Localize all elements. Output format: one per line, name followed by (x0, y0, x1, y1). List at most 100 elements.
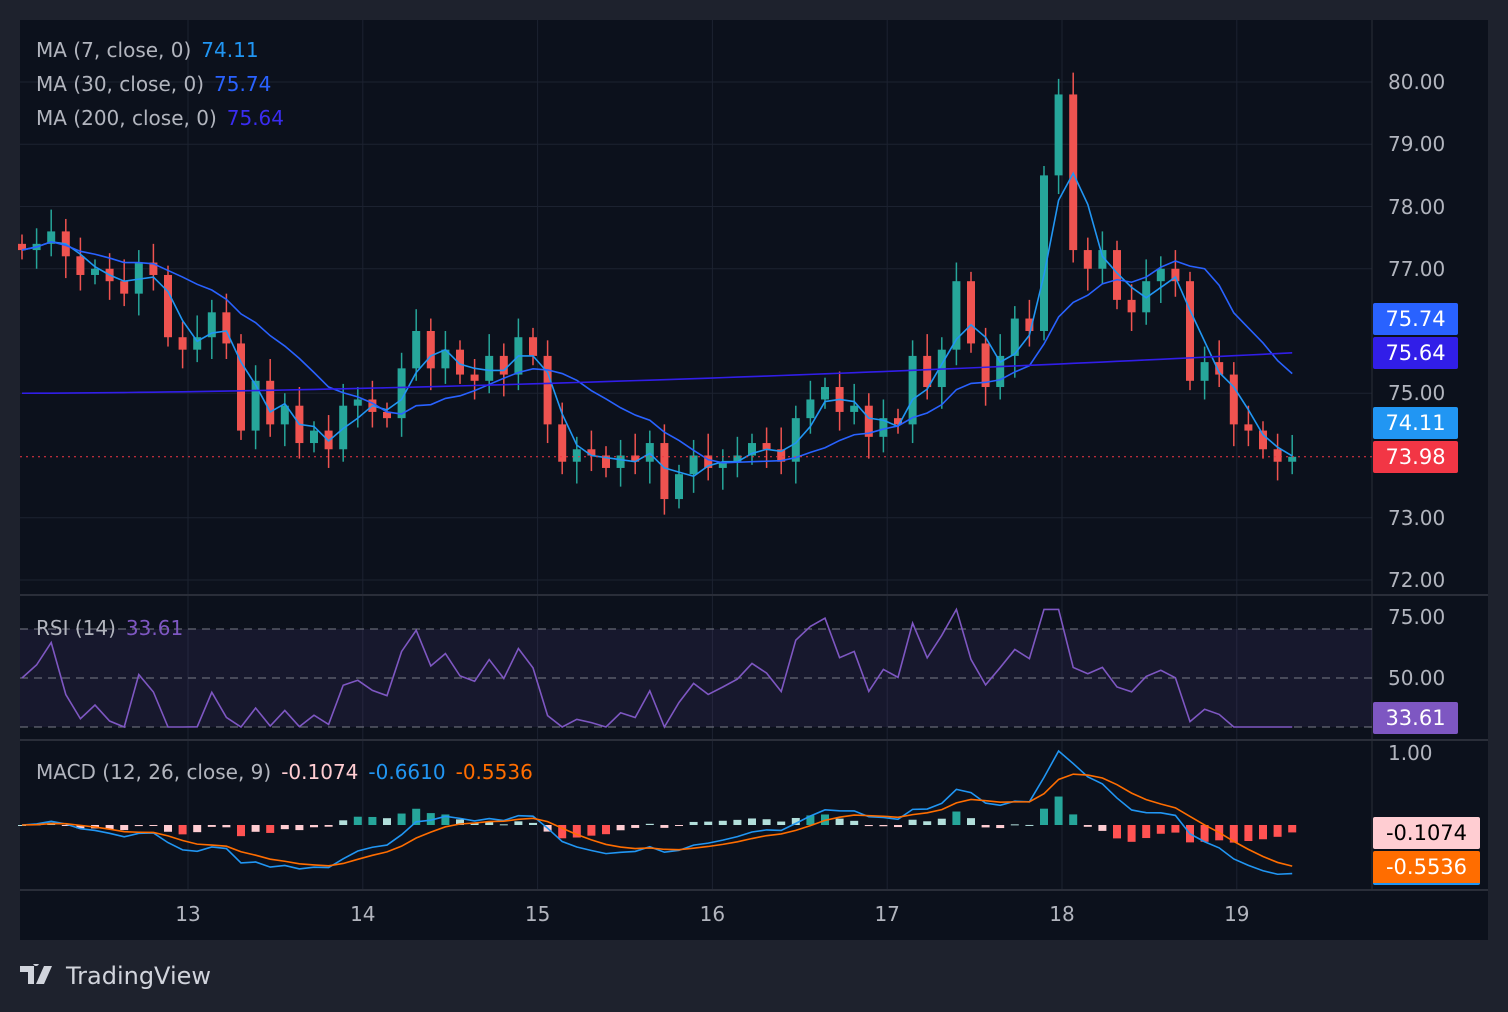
macd-histogram-bar (733, 819, 742, 825)
candle-body (879, 418, 888, 437)
macd-histogram-bar (791, 817, 800, 825)
candle-body (908, 355, 917, 425)
candle-body (777, 449, 786, 462)
macd-histogram-bar (295, 825, 304, 831)
legend-ma30: MA (30, close, 0) 75.74 (36, 72, 271, 96)
macd-histogram-bar (251, 825, 260, 832)
macd-histogram-bar (952, 811, 961, 825)
macd-histogram-bar (850, 820, 859, 825)
macd-histogram-bar (587, 825, 596, 836)
x-tick-label: 15 (524, 902, 551, 926)
candle-body (1127, 299, 1136, 313)
candle-body (616, 455, 625, 468)
macd-histogram-bar (470, 822, 479, 825)
macd-histogram-bar (1083, 825, 1092, 827)
macd-histogram-bar (76, 825, 85, 829)
macd-histogram-bar (660, 825, 669, 828)
candle-body (426, 331, 435, 369)
candle-body (733, 455, 742, 462)
candle-body (149, 262, 158, 275)
macd-histogram-bar (1040, 808, 1048, 825)
macd-histogram-bar (1069, 814, 1078, 825)
candle-body (1113, 250, 1121, 300)
ma30-price-tag: 75.74 (1373, 303, 1458, 335)
candle-body (718, 461, 727, 468)
macd-histogram-bar (1127, 825, 1136, 842)
candle-body (470, 374, 479, 381)
candle-body (251, 380, 260, 431)
macd-histogram-bar (237, 825, 245, 837)
candle-body (587, 449, 596, 456)
macd-signal-tag: -0.5536 (1373, 851, 1480, 885)
macd-histogram-bar (602, 825, 610, 835)
macd-histogram-bar (105, 825, 114, 830)
legend-label: MA (200, close, 0) (36, 106, 217, 130)
candle-body (748, 443, 756, 456)
macd-histogram-bar (689, 821, 698, 825)
candle-body (791, 418, 800, 462)
candle-body (543, 355, 552, 425)
candle-body (660, 443, 669, 500)
macd-histogram-bar (222, 825, 231, 828)
candle-body (1098, 250, 1107, 269)
y-tick-label: 78.00 (1388, 194, 1446, 219)
candle-body (952, 281, 961, 350)
candle-body (193, 337, 202, 350)
macd-histogram-bar (864, 825, 873, 827)
macd-histogram-bar (353, 816, 362, 825)
macd-histogram-bar (631, 825, 640, 828)
candle-body (558, 424, 567, 462)
candle-body (47, 231, 56, 244)
macd-histogram-bar (616, 825, 625, 831)
tradingview-logo[interactable]: TradingView (20, 962, 211, 990)
x-tick-label: 18 (1049, 902, 1075, 926)
macd-histogram-bar (748, 818, 756, 825)
macd-histogram-bar (514, 821, 523, 825)
macd-histogram-bar (207, 825, 216, 827)
y-tick-label: 72.00 (1388, 568, 1446, 592)
candle-body (1142, 281, 1151, 313)
macd-histogram-bar (149, 825, 158, 826)
candle-body (456, 349, 464, 375)
x-tick-label: 17 (874, 902, 900, 926)
candle-body (339, 405, 348, 450)
brand-name: TradingView (66, 962, 212, 990)
macd-histogram-bar (529, 822, 537, 825)
legend-value: 74.11 (201, 38, 259, 62)
tradingview-logo-icon (20, 964, 52, 984)
macd-histogram-bar (1229, 825, 1238, 843)
x-tick-label: 19 (1224, 902, 1250, 926)
candle-body (529, 337, 537, 356)
macd-histogram-bar (1142, 825, 1151, 839)
chart-frame[interactable] (20, 20, 1488, 940)
candle-body (1010, 318, 1019, 356)
candle-body (412, 331, 421, 369)
legend-value: 75.64 (226, 106, 285, 130)
candle-body (675, 474, 683, 500)
macd-histogram-bar (280, 825, 289, 830)
x-tick-label: 13 (175, 902, 201, 926)
legend-ma200: MA (200, close, 0) 75.64 (36, 106, 284, 130)
y-tick-label: 80.00 (1388, 70, 1446, 94)
legend-label: MA (30, close, 0) (36, 72, 205, 96)
macd-histogram-bar (937, 818, 946, 825)
legend-value: 75.74 (214, 72, 272, 96)
legend-rsi: RSI (14) 33.61 (36, 616, 183, 640)
candle-body (645, 443, 654, 462)
candle-body (76, 256, 85, 275)
candle-body (441, 349, 450, 369)
candle-body (996, 355, 1005, 388)
candle-body (485, 355, 494, 381)
legend-macd: MACD (12, 26, close, 9) -0.1074 -0.6610 -0.… (36, 760, 533, 784)
macd-histogram-bar (339, 820, 348, 825)
macd-histogram-bar (266, 825, 275, 833)
macd-histogram-bar (558, 825, 567, 839)
macd-histogram-bar (1025, 824, 1034, 826)
macd-histogram-bar (1200, 825, 1209, 842)
legend-value: 33.61 (125, 616, 184, 640)
macd-histogram-bar (1171, 825, 1180, 833)
macd-histogram-bar (456, 819, 464, 825)
candle-body (689, 455, 698, 475)
